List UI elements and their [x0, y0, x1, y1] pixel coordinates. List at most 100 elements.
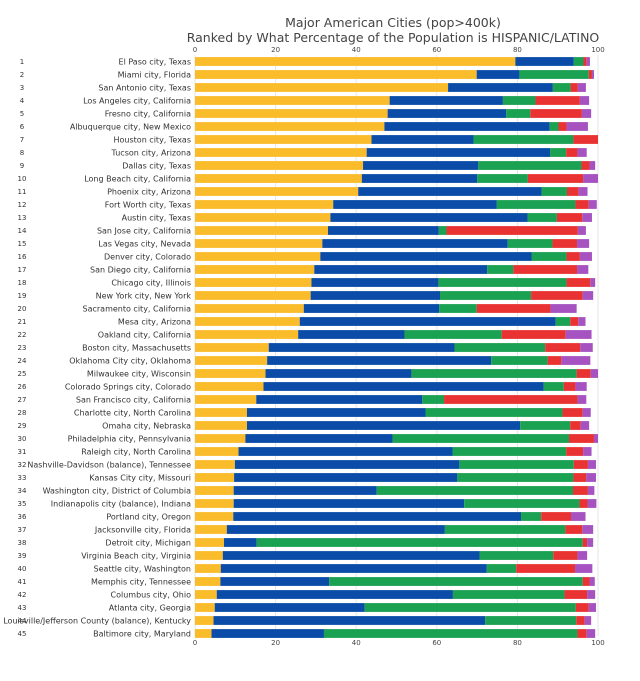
- bar-row: 30 Philadelphia city, Pennsylvania: [18, 434, 598, 444]
- bar-segment-series-2: [320, 252, 532, 261]
- bar-segment-series-2: [246, 421, 521, 430]
- bar-segment-series-4: [530, 109, 582, 118]
- bar-segment-series-2: [233, 512, 522, 521]
- bar-segment-series-3: [422, 395, 445, 404]
- bar-segment-series-2: [387, 109, 507, 118]
- bar-segment-series-4: [501, 330, 566, 339]
- bar-segment-series-1: [195, 70, 477, 79]
- bar-segment-series-3: [440, 291, 532, 300]
- rank-label: 29: [18, 422, 27, 430]
- category-label: Las Vegas city, Nevada: [98, 240, 191, 249]
- bar-segment-series-1: [195, 356, 268, 365]
- category-label: Fresno city, California: [105, 110, 191, 119]
- bar-segment-series-5: [575, 382, 587, 391]
- rank-label: 3: [20, 84, 24, 92]
- bar-segment-series-3: [487, 265, 514, 274]
- bar-segment-series-1: [195, 135, 372, 144]
- bar-segment-series-3: [502, 96, 536, 105]
- rank-label: 14: [18, 227, 27, 235]
- bar-segment-series-3: [543, 382, 564, 391]
- category-label: San Jose city, California: [97, 227, 191, 236]
- bar-row: 11 Phoenix city, Arizona: [18, 187, 588, 197]
- bar-segment-series-1: [195, 421, 247, 430]
- bar-segment-series-4: [535, 96, 580, 105]
- x-tick-bottom-100: 100: [591, 639, 604, 647]
- bar-segment-series-1: [195, 486, 234, 495]
- rank-label: 22: [18, 331, 27, 339]
- bar-row: 25 Milwaukee city, Wisconsin: [18, 369, 598, 379]
- bar-segment-series-2: [222, 551, 480, 560]
- rank-label: 27: [18, 396, 27, 404]
- category-label: Albuquerque city, New Mexico: [70, 123, 191, 132]
- category-label: San Antonio city, Texas: [98, 84, 191, 93]
- bar-row: 31 Raleigh city, North Carolina: [18, 447, 592, 457]
- rank-label: 10: [18, 175, 27, 183]
- bar-segment-series-3: [531, 252, 567, 261]
- bar-segment-series-5: [577, 148, 587, 157]
- rank-label: 42: [18, 591, 27, 599]
- bar-segment-series-2: [213, 616, 486, 625]
- bar-segment-series-4: [563, 382, 576, 391]
- bar-segment-series-5: [582, 408, 591, 417]
- rank-label: 7: [20, 136, 24, 144]
- bar-segment-series-1: [195, 161, 364, 170]
- bar-segment-series-1: [195, 252, 321, 261]
- bar-row: 3 San Antonio city, Texas: [20, 83, 586, 93]
- rank-label: 17: [18, 266, 27, 274]
- rank-label: 5: [20, 110, 24, 118]
- bar-segment-series-5: [578, 187, 588, 196]
- bar-segment-series-4: [566, 187, 579, 196]
- bar-segment-series-4: [576, 616, 585, 625]
- bar-segment-series-4: [541, 512, 571, 521]
- category-label: New York city, New York: [96, 292, 192, 301]
- bar-segment-series-5: [590, 278, 596, 287]
- bar-segment-series-3: [486, 564, 517, 573]
- rank-label: 44: [18, 617, 27, 625]
- category-label: Detroit city, Michigan: [105, 539, 191, 548]
- bar-segment-series-4: [564, 590, 588, 599]
- bar-segment-series-1: [195, 187, 359, 196]
- bar-segment-series-2: [333, 200, 497, 209]
- bar-segment-series-5: [582, 213, 592, 222]
- bar-segment-series-4: [575, 200, 589, 209]
- bar-segment-series-3: [541, 187, 567, 196]
- category-label: San Diego city, California: [90, 266, 191, 275]
- bar-segment-series-5: [593, 434, 598, 443]
- bar-segment-series-1: [195, 616, 214, 625]
- bar-segment-series-5: [565, 330, 592, 339]
- bar-segment-series-5: [586, 473, 596, 482]
- rank-label: 30: [18, 435, 27, 443]
- bar-row: 29 Omaha city, Nebraska: [18, 421, 590, 431]
- bar-segment-series-1: [195, 629, 212, 638]
- bar-segment-series-4: [573, 473, 587, 482]
- bar-segment-series-1: [195, 200, 334, 209]
- bar-segment-series-5: [577, 395, 587, 404]
- bar-segment-series-3: [425, 408, 563, 417]
- bar-segment-series-1: [195, 109, 388, 118]
- bar-segment-series-3: [491, 356, 548, 365]
- category-label: Omaha city, Nebraska: [102, 422, 191, 431]
- bar-segment-series-4: [582, 538, 588, 547]
- bar-segment-series-5: [586, 57, 590, 66]
- rank-label: 15: [18, 240, 27, 248]
- bar-segment-series-1: [195, 408, 247, 417]
- category-label: Long Beach city, California: [84, 175, 191, 184]
- bar-segment-series-4: [566, 278, 591, 287]
- rank-label: 25: [18, 370, 27, 378]
- bar-segment-series-1: [195, 395, 257, 404]
- x-tick-top-40: 40: [352, 46, 361, 54]
- bar-segment-series-3: [376, 486, 574, 495]
- bar-segment-series-1: [195, 564, 221, 573]
- bar-segment-series-4: [558, 122, 567, 131]
- bar-segment-series-4: [577, 629, 587, 638]
- bar-row: 27 San Francisco city, California: [18, 395, 587, 405]
- rank-label: 36: [18, 513, 27, 521]
- rank-label: 6: [20, 123, 25, 131]
- x-tick-bottom-20: 20: [271, 639, 280, 647]
- bar-segment-series-5: [587, 538, 594, 547]
- bar-segment-series-1: [195, 265, 315, 274]
- category-label: Philadelphia city, Pennsylvania: [68, 435, 192, 444]
- category-label: Washington city, District of Columbia: [43, 487, 192, 496]
- bar-segment-series-2: [233, 486, 377, 495]
